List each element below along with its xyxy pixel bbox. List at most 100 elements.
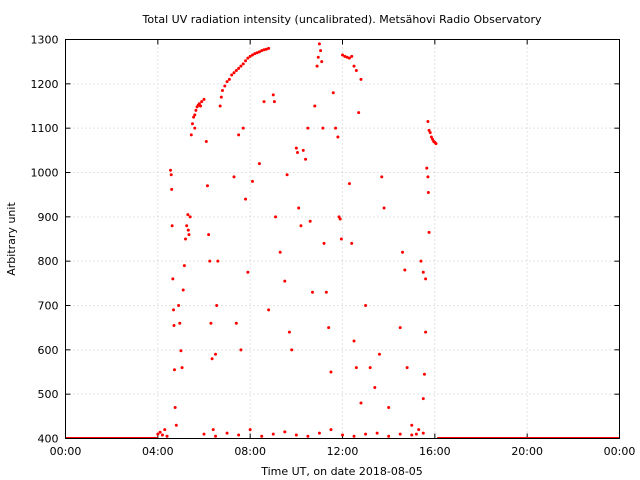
data-point — [272, 100, 276, 104]
data-point — [255, 51, 259, 55]
data-point — [419, 259, 423, 263]
data-point — [234, 321, 238, 325]
data-point — [324, 290, 328, 294]
data-point — [341, 433, 344, 437]
data-point — [317, 42, 321, 46]
data-point — [278, 250, 282, 254]
data-point — [194, 108, 198, 112]
data-point — [172, 323, 176, 327]
data-point — [398, 432, 402, 436]
data-point — [352, 339, 356, 343]
data-point — [387, 405, 391, 409]
data-point — [211, 428, 215, 432]
data-point — [350, 241, 354, 245]
data-point — [359, 401, 363, 405]
data-point — [337, 215, 341, 219]
data-point — [321, 126, 325, 130]
data-point — [359, 77, 363, 81]
data-point — [285, 173, 289, 177]
data-point — [294, 146, 298, 150]
data-point — [248, 54, 252, 58]
data-point — [308, 219, 312, 223]
x-tick-label: 04:00 — [142, 445, 174, 458]
data-point — [304, 157, 308, 161]
data-point — [347, 56, 351, 60]
data-point — [214, 352, 218, 356]
data-point — [202, 432, 206, 436]
data-point — [426, 175, 430, 179]
data-point — [246, 56, 250, 60]
data-point — [178, 321, 182, 325]
data-point — [267, 308, 271, 312]
data-point — [313, 104, 317, 108]
data-point — [341, 53, 344, 57]
data-point — [253, 52, 257, 56]
data-point — [193, 126, 197, 130]
y-tick-label: 900 — [38, 211, 59, 224]
data-point — [208, 259, 212, 263]
data-point — [322, 241, 326, 245]
data-point — [225, 80, 229, 84]
data-point — [210, 357, 214, 361]
data-point — [297, 206, 301, 210]
data-point — [230, 73, 234, 77]
data-point — [274, 215, 278, 219]
data-point — [401, 250, 405, 254]
data-point — [209, 321, 213, 325]
data-point — [331, 91, 335, 95]
data-point — [315, 64, 319, 68]
data-point — [417, 428, 421, 432]
data-point — [287, 330, 291, 334]
data-point — [431, 137, 435, 141]
data-point — [343, 54, 347, 58]
data-point — [244, 197, 248, 201]
data-point — [187, 233, 191, 237]
data-point — [232, 175, 236, 179]
data-point — [156, 432, 160, 436]
data-point — [290, 348, 294, 352]
data-point — [202, 97, 206, 101]
data-point — [354, 366, 358, 370]
grid — [65, 39, 620, 439]
data-point — [310, 290, 314, 294]
data-point — [434, 142, 438, 146]
data-point — [264, 47, 268, 51]
data-point — [182, 264, 186, 268]
data-point — [237, 433, 241, 437]
data-point — [181, 288, 185, 292]
data-point — [223, 84, 227, 88]
data-point — [317, 431, 321, 435]
data-point — [352, 64, 356, 68]
data-point — [427, 128, 431, 132]
data-point — [239, 348, 243, 352]
y-tick-label: 700 — [38, 300, 59, 313]
data-point — [306, 126, 310, 130]
data-point — [170, 224, 174, 228]
data-point — [414, 432, 418, 436]
data-point — [338, 217, 342, 221]
data-point — [295, 151, 299, 155]
x-tick-label: 16:00 — [419, 445, 451, 458]
data-point — [424, 277, 428, 281]
data-point — [214, 434, 218, 438]
data-point — [421, 431, 425, 435]
data-point — [227, 77, 231, 81]
data-point — [241, 62, 245, 66]
data-point — [216, 259, 220, 263]
data-point — [329, 370, 333, 374]
data-point — [428, 131, 432, 135]
data-point — [426, 120, 430, 124]
data-point — [193, 113, 197, 117]
data-point — [336, 135, 340, 139]
data-point — [267, 46, 271, 50]
data-point — [246, 270, 250, 274]
data-point — [215, 304, 219, 307]
data-point — [429, 135, 433, 139]
data-point — [327, 326, 331, 330]
data-point — [199, 104, 203, 108]
y-tick-label: 1200 — [31, 78, 59, 91]
data-point — [173, 405, 177, 409]
data-point — [262, 48, 266, 52]
data-point — [250, 53, 254, 57]
data-point — [165, 434, 169, 438]
